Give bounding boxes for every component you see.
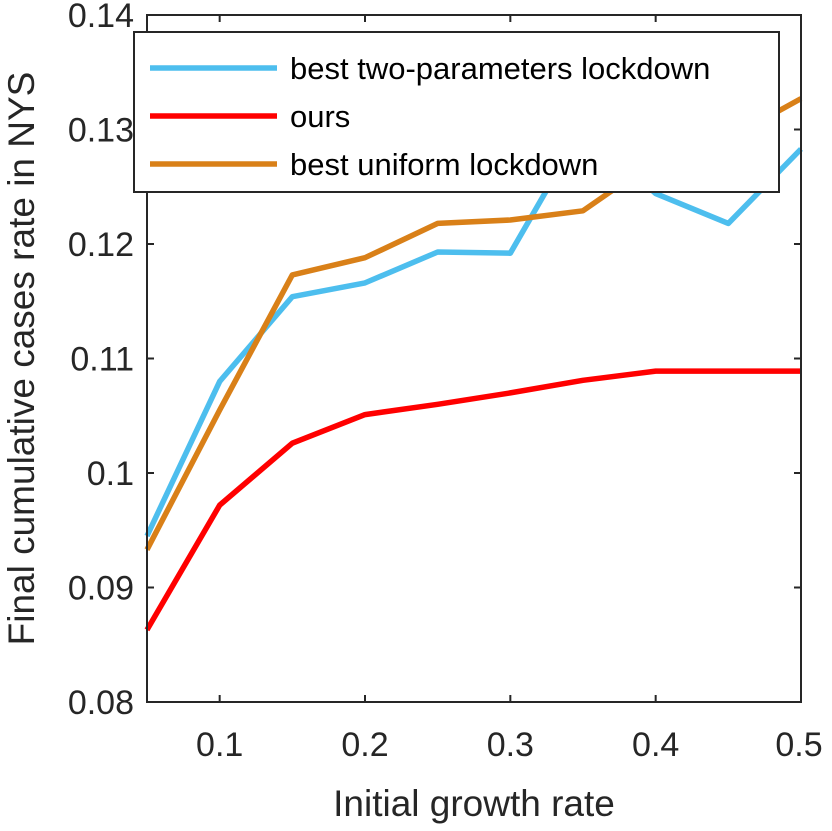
y-tick-label: 0.14 (68, 0, 134, 35)
x-axis-label: Initial growth rate (333, 783, 615, 824)
x-tick-label: 0.4 (632, 726, 679, 764)
legend-label-2: best uniform lockdown (290, 147, 598, 182)
legend-label-1: ours (290, 99, 350, 134)
y-tick-label: 0.13 (68, 112, 134, 150)
legend: best two-parameters lockdown ours best uni… (133, 31, 780, 193)
y-tick-label: 0.12 (68, 226, 134, 264)
x-tick-label: 0.2 (341, 726, 388, 764)
y-tick-label: 0.1 (87, 455, 134, 493)
series-line-1 (144, 368, 801, 632)
y-tick-labels: 0.08 0.09 0.1 0.11 0.12 0.13 0.14 (68, 0, 134, 722)
y-axis-label: Final cumulative cases rate in NYS (1, 72, 42, 646)
x-tick-labels: 0.1 0.2 0.3 0.4 0.5 (196, 726, 823, 764)
y-tick-label: 0.08 (68, 684, 134, 722)
y-tick-label: 0.11 (70, 341, 134, 379)
x-tick-label: 0.3 (487, 726, 534, 764)
y-tick-label: 0.09 (68, 570, 134, 608)
x-tick-label: 0.1 (196, 726, 243, 764)
x-tick-label: 0.5 (775, 726, 822, 764)
legend-label-0: best two-parameters lockdown (290, 51, 710, 86)
tick-layer (147, 14, 802, 703)
